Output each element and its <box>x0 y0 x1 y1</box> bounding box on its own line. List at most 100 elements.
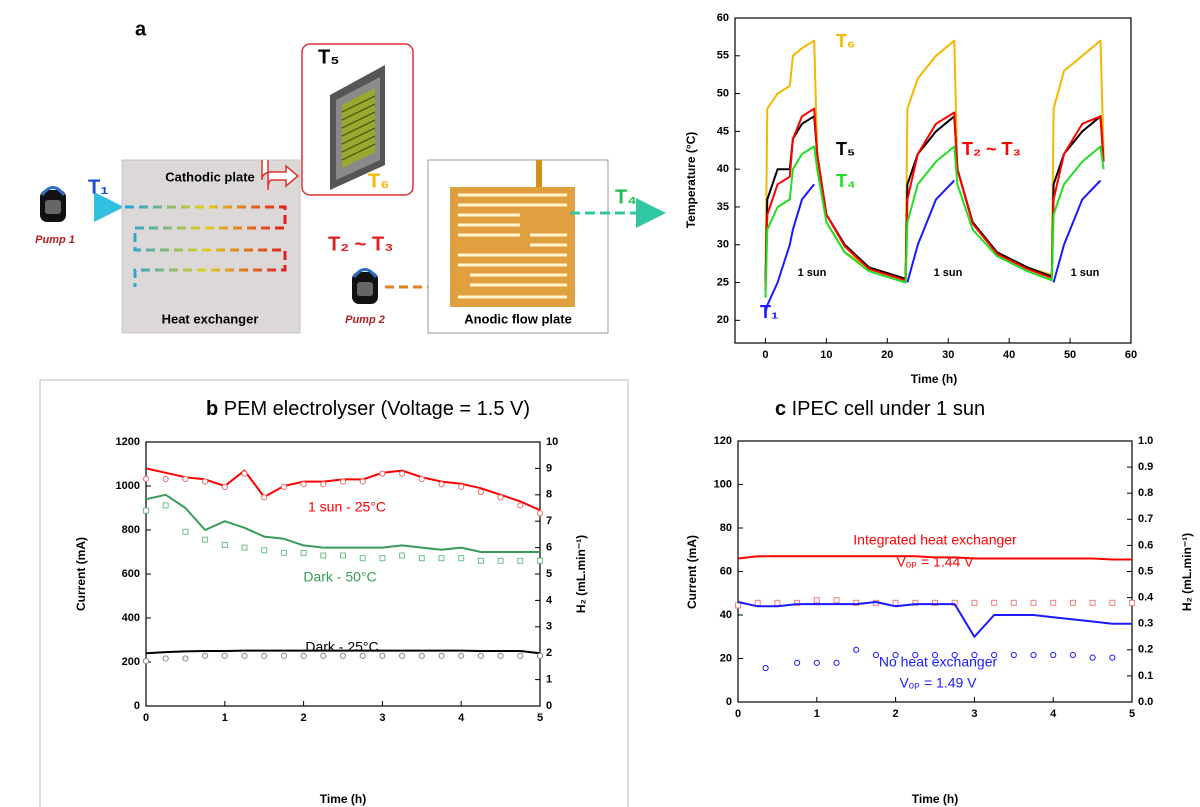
marker <box>359 555 366 562</box>
marker <box>182 528 189 535</box>
y2-tick-label: 0.6 <box>1138 539 1153 551</box>
t5-label: T₅ <box>318 46 339 68</box>
marker <box>320 481 327 488</box>
x-tick-label: 4 <box>458 712 465 724</box>
x-tick-label: 2 <box>301 712 307 724</box>
title-text: PEM electrolyser (Voltage = 1.5 V) <box>224 398 530 420</box>
marker <box>477 652 484 659</box>
x-tick-label: 3 <box>971 708 977 720</box>
series-label: T₄ <box>836 171 856 191</box>
marker <box>399 552 406 559</box>
x-axis-label: Time (h) <box>911 372 957 386</box>
series-label: T₂ ~ T₃ <box>962 139 1021 159</box>
marker <box>162 502 169 509</box>
marker <box>1010 651 1017 659</box>
diagram: a T₁ Pump 1 Cathodic plate Heat exchange… <box>8 18 666 334</box>
x-axis-label: Time (h) <box>912 792 958 806</box>
pump-label: Pump 1 <box>35 234 75 246</box>
y-tick-label: 0 <box>726 696 732 708</box>
marker <box>517 652 524 659</box>
chart-title: c IPEC cell under 1 sun <box>775 398 985 420</box>
marker <box>458 555 465 562</box>
marker <box>143 507 149 514</box>
marker <box>517 557 524 564</box>
x-tick-label: 50 <box>1064 349 1076 361</box>
marker <box>280 549 287 556</box>
y-tick-label: 1200 <box>116 436 140 448</box>
y-tick-label: 120 <box>714 435 732 447</box>
t4-label: T₄ <box>615 186 637 208</box>
marker <box>853 599 860 606</box>
x-tick-label: 5 <box>1129 708 1135 720</box>
marker <box>536 652 544 659</box>
marker <box>1030 599 1037 606</box>
marker <box>320 552 327 559</box>
series-line <box>764 179 1102 314</box>
marker <box>497 557 504 564</box>
y2-axis-label: H₂ (mL.min⁻¹) <box>1180 533 1194 611</box>
marker <box>536 510 544 517</box>
marker <box>813 659 820 666</box>
x-tick-label: 20 <box>881 349 893 361</box>
y-tick-label: 50 <box>717 87 729 99</box>
x-axis-label: Time (h) <box>320 792 366 806</box>
marker <box>932 599 938 606</box>
y-tick-label: 600 <box>122 568 140 580</box>
y2-tick-label: 1 <box>546 674 552 686</box>
y-tick-label: 40 <box>717 163 729 175</box>
y-tick-label: 800 <box>122 524 140 536</box>
series-line <box>145 493 540 553</box>
series-line <box>764 39 1105 280</box>
x-tick-label: 1 <box>222 712 228 724</box>
x-tick-label: 5 <box>537 712 543 724</box>
x-tick-label: 30 <box>942 349 954 361</box>
marker <box>438 481 445 488</box>
marker <box>241 544 248 551</box>
marker <box>1089 599 1096 606</box>
series-label: T₅ <box>836 139 855 159</box>
marker <box>458 483 465 490</box>
marker <box>892 599 899 606</box>
marker <box>359 478 366 485</box>
marker <box>892 651 899 659</box>
marker <box>762 664 769 672</box>
serpentine-channel <box>125 205 287 287</box>
series-label: 1 sun - 25°C <box>308 499 386 515</box>
y-tick-label: 60 <box>717 12 729 24</box>
marker <box>813 597 820 604</box>
y-tick-label: 400 <box>122 612 140 624</box>
marker <box>300 652 307 659</box>
marker <box>182 655 189 662</box>
t6-label: T₆ <box>368 170 389 192</box>
annotation: 1 sun <box>1071 267 1100 279</box>
y-tick-label: 55 <box>717 50 729 62</box>
marker <box>438 652 445 659</box>
series-label: Dark - 50°C <box>303 569 376 585</box>
series-line <box>737 555 1132 561</box>
panel-border <box>39 379 629 807</box>
marker <box>280 483 287 490</box>
series-line <box>145 649 541 655</box>
marker <box>991 651 998 659</box>
y2-tick-label: 0.9 <box>1138 461 1153 473</box>
marker <box>379 470 386 477</box>
y2-tick-label: 2 <box>546 647 552 659</box>
marker <box>931 651 939 659</box>
x-tick-label: 0 <box>735 708 741 720</box>
marker <box>497 652 504 659</box>
t1-label: T₁ <box>88 176 109 198</box>
x-tick-label: 0 <box>762 349 768 361</box>
marker <box>1050 651 1057 659</box>
y2-tick-label: 4 <box>546 594 553 606</box>
marker <box>853 646 860 653</box>
y2-tick-label: 0.4 <box>1138 592 1154 604</box>
y-tick-label: 0 <box>134 700 140 712</box>
y-axis-label: Temperature (°C) <box>684 132 698 229</box>
annotation: 1 sun <box>798 267 827 279</box>
y2-tick-label: 7 <box>546 515 552 527</box>
panel-label: a <box>135 18 147 40</box>
x-tick-label: 10 <box>820 349 832 361</box>
y2-axis-label: H₂ (mL.min⁻¹) <box>574 535 588 613</box>
marker <box>794 659 801 666</box>
marker <box>320 652 327 659</box>
